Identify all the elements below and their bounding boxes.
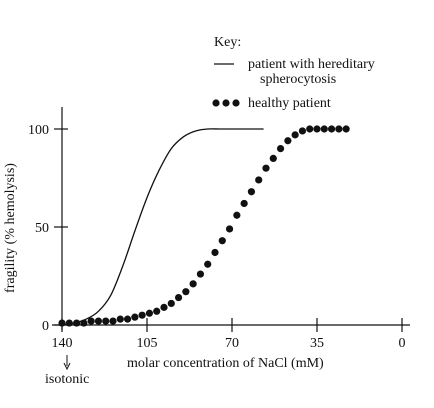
healthy-data-point	[72, 319, 81, 327]
healthy-data-point	[233, 211, 241, 219]
healthy-data-point	[174, 293, 183, 302]
healthy-data-point	[196, 270, 205, 278]
healthy-data-point	[291, 131, 299, 139]
isotonic-arrow-head	[63, 362, 71, 371]
healthy-data-point	[269, 154, 277, 162]
key-dots-label: healthy patient	[248, 96, 331, 111]
healthy-data-point	[262, 164, 270, 172]
key-solid-label-line-1: patient with hereditary	[248, 57, 375, 72]
healthy-data-point	[306, 125, 314, 133]
healthy-data-point	[342, 125, 350, 133]
healthy-data-point	[276, 145, 285, 153]
healthy-data-point	[94, 317, 103, 325]
healthy-data-point	[138, 311, 146, 319]
healthy-data-point	[145, 309, 154, 317]
healthy-data-point	[109, 317, 117, 325]
healthy-data-point	[65, 319, 73, 327]
healthy-data-point	[204, 260, 212, 268]
healthy-data-point	[153, 307, 161, 315]
healthy-data-point	[189, 280, 197, 288]
x-axis-label: molar concentration of NaCl (mM)	[127, 356, 324, 371]
healthy-data-point	[160, 303, 168, 311]
healthy-data-point	[298, 127, 307, 135]
key-dot	[212, 99, 220, 107]
x-tick-label: 0	[399, 336, 406, 351]
x-tick-label: 105	[137, 336, 158, 351]
series-spherocytosis-line	[61, 128, 264, 326]
key-title: Key:	[214, 35, 241, 50]
axis-ticks: 140 105 70 35 0 0 50 100	[28, 123, 406, 351]
healthy-data-point	[80, 319, 88, 327]
healthy-data-point	[58, 319, 66, 327]
x-tick-label: 35	[310, 336, 324, 351]
healthy-data-point	[102, 317, 110, 325]
y-axis-label: fragility (% hemolysis)	[3, 163, 18, 293]
key-dot	[232, 99, 240, 107]
x-tick-label: 70	[225, 336, 239, 351]
isotonic-label: isotonic	[45, 372, 89, 387]
y-tick-label: 0	[42, 319, 49, 334]
healthy-data-point	[240, 199, 248, 208]
healthy-data-point	[131, 313, 139, 321]
healthy-data-point	[335, 125, 343, 133]
x-tick-label: 140	[52, 336, 73, 351]
healthy-data-point	[247, 188, 256, 196]
isotonic-annotation: isotonic	[45, 355, 89, 387]
healthy-data-point	[211, 248, 219, 257]
healthy-data-point	[116, 315, 124, 323]
healthy-data-point	[327, 125, 336, 133]
healthy-data-point	[182, 288, 190, 296]
key-dots-sample	[212, 99, 240, 107]
key-solid-label-line-2: spherocytosis	[260, 72, 336, 87]
chart-key: Key: patient with hereditary spherocytos…	[212, 35, 375, 111]
healthy-data-point	[87, 317, 95, 325]
healthy-data-point	[225, 225, 234, 233]
healthy-data-point	[218, 237, 226, 245]
y-tick-label: 50	[35, 221, 49, 236]
y-tick-label: 100	[28, 123, 49, 138]
healthy-data-point	[320, 125, 328, 133]
healthy-data-point	[313, 125, 321, 133]
key-dot	[222, 99, 230, 107]
healthy-data-point	[255, 176, 263, 184]
healthy-data-point	[123, 315, 132, 323]
healthy-data-point	[284, 137, 292, 145]
series-layer	[58, 125, 350, 327]
axes	[52, 107, 410, 330]
healthy-data-point	[167, 299, 175, 308]
